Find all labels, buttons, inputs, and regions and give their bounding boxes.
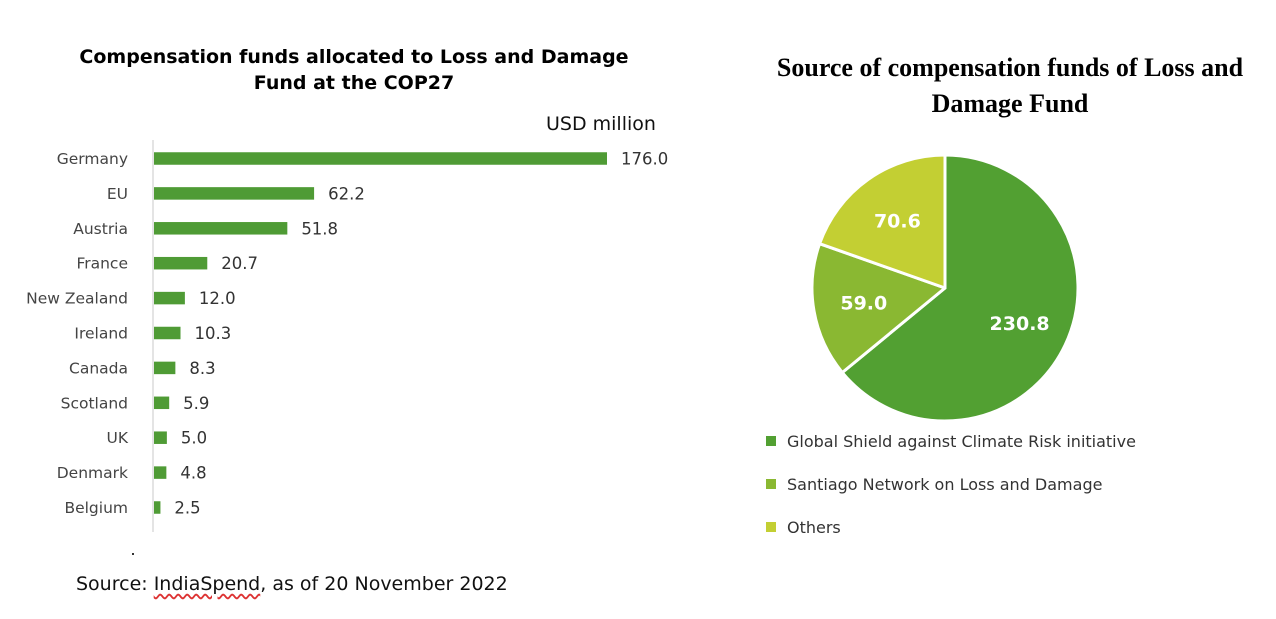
category-label: Germany xyxy=(57,150,128,168)
bar xyxy=(154,361,176,375)
pie-slice xyxy=(810,242,947,375)
category-label: Austria xyxy=(73,220,128,238)
bar-chart-unit-label: USD million xyxy=(546,113,656,135)
bar-value-label: 5.0 xyxy=(181,429,207,448)
bar-chart-title: Compensation funds allocated to Loss and… xyxy=(79,46,629,94)
legend-swatch xyxy=(766,436,776,446)
bar-value-label: 5.9 xyxy=(183,394,209,413)
bar xyxy=(154,326,181,340)
bar xyxy=(154,396,170,410)
bar-value-label: 12.0 xyxy=(199,289,236,308)
category-label: UK xyxy=(106,429,128,447)
bar-value-label: 8.3 xyxy=(189,359,215,378)
legend-label: Others xyxy=(787,517,841,537)
category-label: Ireland xyxy=(74,325,128,343)
category-label: Scotland xyxy=(61,394,128,412)
pie-value-label: 230.8 xyxy=(990,313,1050,335)
legend-label: Santiago Network on Loss and Damage xyxy=(787,474,1103,494)
pie-chart-title: Source of compensation funds of Loss and… xyxy=(776,53,1244,118)
bar xyxy=(154,222,288,235)
source-link[interactable]: IndiaSpend xyxy=(153,573,261,595)
bar-value-label: 10.3 xyxy=(195,324,232,343)
bar xyxy=(154,466,167,479)
bar xyxy=(154,431,167,444)
pie-chart: 230.8 59.0 70.6 xyxy=(810,153,1080,423)
bar-value-label: 20.7 xyxy=(221,254,258,273)
category-label: Denmark xyxy=(57,464,128,482)
bar-value-label: 4.8 xyxy=(180,464,206,483)
bar-value-label: 62.2 xyxy=(328,184,365,203)
bar xyxy=(154,187,315,200)
stray-dot-mark xyxy=(132,553,134,555)
source-prefix: Source: xyxy=(76,573,154,595)
pie-slice xyxy=(840,153,1080,423)
legend-swatch xyxy=(766,479,776,489)
legend-item: Global Shield against Climate Risk initi… xyxy=(766,430,1136,452)
category-label: Belgium xyxy=(64,499,128,517)
bar-value-label: 2.5 xyxy=(174,499,200,518)
bar-value-label: 51.8 xyxy=(301,219,338,238)
legend-label: Global Shield against Climate Risk initi… xyxy=(787,431,1136,451)
legend-swatch xyxy=(766,522,776,532)
category-label: France xyxy=(76,255,128,273)
bar xyxy=(154,291,185,305)
bar xyxy=(154,152,607,165)
legend-item: Santiago Network on Loss and Damage xyxy=(766,473,1136,495)
pie-value-label: 70.6 xyxy=(874,211,921,233)
source-note: Source: IndiaSpend, as of 20 November 20… xyxy=(76,573,508,595)
category-label: EU xyxy=(107,185,128,203)
category-label: Canada xyxy=(69,359,128,377)
legend-item: Others xyxy=(766,516,1136,538)
bar xyxy=(154,256,208,270)
bar-value-label: 176.0 xyxy=(621,150,668,169)
category-label: New Zealand xyxy=(26,290,128,308)
bar xyxy=(154,501,161,514)
bar-chart: Germany 176.0 EU 62.2 Austria 51.8 France 20.7 N… xyxy=(26,140,668,532)
pie-slice xyxy=(818,153,947,290)
pie-value-label: 59.0 xyxy=(840,292,887,314)
pie-legend: Global Shield against Climate Risk initi… xyxy=(766,430,1136,559)
source-suffix: , as of 20 November 2022 xyxy=(260,573,508,595)
